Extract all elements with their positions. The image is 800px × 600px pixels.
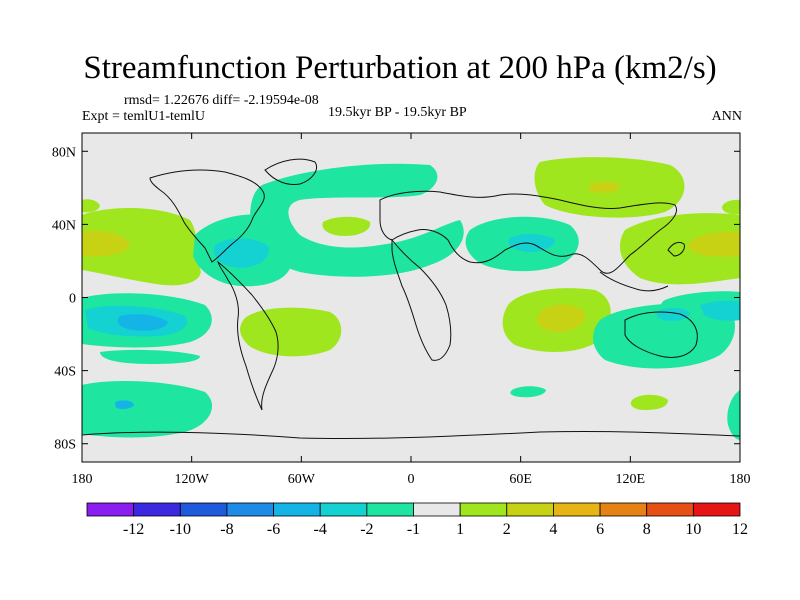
contour-se-edge [727, 390, 740, 440]
contour-wpac-max [688, 231, 740, 257]
contour-siberia-max [588, 181, 620, 194]
colorbar-swatch-13 [692, 502, 741, 517]
contour-indian-max [536, 304, 586, 332]
colorbar-label: -4 [314, 521, 327, 538]
period-label: 19.5kyr BP - 19.5kyr BP [328, 105, 467, 120]
colorbar-swatch-8 [459, 502, 508, 517]
contour-midatl-ridge [322, 216, 371, 236]
lat-tick-label: 80S [54, 438, 76, 453]
contour-sw-band [100, 349, 200, 364]
colorbar-swatch-9 [506, 502, 554, 517]
lat-tick-label: 40N [52, 218, 76, 233]
colorbar-label: 1 [456, 521, 464, 538]
colorbar-label: -10 [170, 521, 191, 538]
contour-sopac-core [115, 400, 134, 409]
contour-cpac-core [117, 314, 168, 331]
axis-ticks: 180 120W 60W 0 60E 120E 180 80N 40N 0 40S 80S [52, 133, 751, 487]
colorbar-swatch-4 [273, 502, 321, 517]
lat-tick-label: 0 [69, 292, 76, 307]
colorbar-label: -6 [267, 521, 280, 538]
contour-fields [82, 157, 740, 440]
lon-tick-label: 120E [616, 472, 646, 487]
contour-nw-small [82, 199, 100, 213]
lat-tick-label: 80N [52, 145, 76, 160]
colorbar-label: -1 [407, 521, 420, 538]
contour-wpac-ridge [620, 213, 740, 285]
contour-npac-ridge [82, 208, 201, 286]
contour-arabia-min [508, 234, 555, 252]
contour-caribbean-min [213, 238, 269, 268]
colorbar-swatch-6 [366, 502, 414, 517]
colorbar-swatch-3 [226, 502, 274, 517]
lon-tick-label: 60W [288, 472, 316, 487]
lon-tick-label: 0 [408, 472, 415, 487]
season-label: ANN [711, 109, 742, 124]
contour-npac-max [82, 230, 130, 257]
contour-australia-min [700, 300, 740, 321]
contour-ne-small [722, 199, 740, 215]
colorbar-label: 10 [685, 521, 701, 538]
colorbar-label: 2 [503, 521, 511, 538]
experiment-label: Expt = temlU1-temlU [82, 109, 205, 124]
lon-tick-label: 60E [509, 472, 532, 487]
colorbar-swatch-7 [413, 502, 461, 517]
colorbar: -12 -10 -8 -6 -4 -2 -1 1 2 4 6 8 10 12 [86, 502, 748, 538]
colorbar-label: 4 [549, 521, 557, 538]
lon-tick-label: 120W [175, 472, 210, 487]
contour-soatl-small [510, 386, 546, 398]
contour-sopac-trough [82, 380, 213, 438]
colorbar-label: -2 [360, 521, 373, 538]
colorbar-swatch-10 [553, 502, 601, 517]
colorbar-label: 12 [732, 521, 748, 538]
colorbar-swatch-5 [319, 502, 368, 517]
colorbar-label: -8 [220, 521, 233, 538]
colorbar-label: -12 [123, 521, 144, 538]
contour-australia-trough [593, 303, 735, 369]
colorbar-label: 8 [643, 521, 651, 538]
stats-line: rmsd= 1.22676 diff= -2.19594e-08 [124, 93, 319, 108]
colorbar-swatch-1 [133, 502, 181, 517]
lat-tick-label: 40S [54, 365, 76, 380]
colorbar-swatch-11 [599, 502, 648, 517]
colorbar-label: 6 [596, 521, 604, 538]
contour-saf-small [630, 394, 668, 410]
colorbar-swatch-2 [179, 502, 228, 517]
plot-title: Streamfunction Perturbation at 200 hPa (… [83, 50, 717, 86]
colorbar-swatch-0 [86, 502, 135, 517]
lon-tick-label: 180 [72, 472, 93, 487]
lon-tick-label: 180 [730, 472, 751, 487]
colorbar-swatch-12 [646, 502, 694, 517]
contour-seapac-ridge [240, 307, 342, 357]
contour-npac-se-min [656, 307, 690, 321]
coastlines [82, 158, 740, 440]
